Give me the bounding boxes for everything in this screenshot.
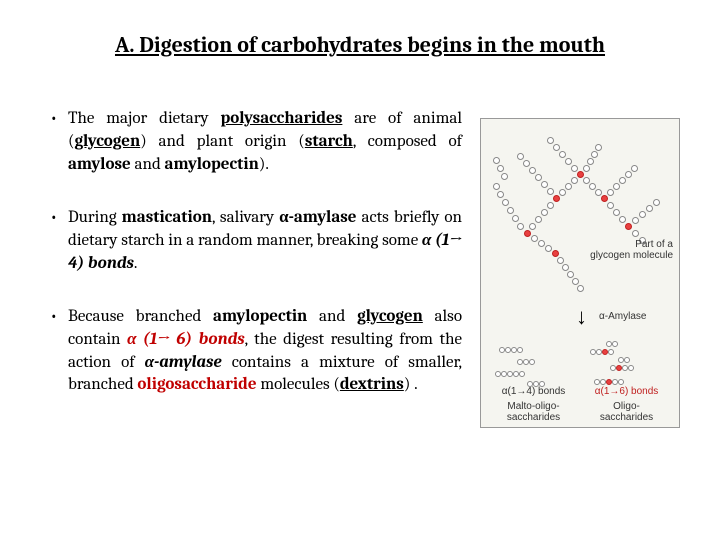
term-glycogen: glycogen [357, 307, 423, 326]
bullet-3-text: Because branched amylopectin and glycoge… [68, 306, 462, 398]
term-polysaccharides: polysaccharides [220, 109, 342, 128]
term-dextrins: dextrins [340, 375, 404, 394]
term-amylopectin: amylopectin [213, 307, 307, 326]
malto-fragments [487, 334, 580, 384]
glycogen-diagram: Part of a glycogen molecule ↓ α-Amylase [480, 118, 680, 428]
term-amylopectin: amylopectin [165, 155, 259, 174]
molecule-label: Part of a glycogen molecule [590, 239, 673, 261]
bullet-3: • Because branched amylopectin and glyco… [50, 306, 462, 398]
content-area: • The major dietary polysaccharides are … [0, 58, 720, 428]
left-panel: α(1→4) bonds Malto-oligo-saccharides [487, 334, 580, 424]
bullet-2: • During mastication, salivary α-amylase… [50, 207, 462, 276]
term-alpha-amylase: α-amylase [279, 208, 356, 227]
molecule-area [487, 125, 673, 300]
oligo-title: Oligo-saccharides [580, 401, 673, 423]
products-region: α(1→4) bonds Malto-oligo-saccharides [487, 334, 673, 424]
malto-title: Malto-oligo-saccharides [487, 401, 580, 423]
oligo-fragments [580, 334, 673, 384]
term-oligosaccharide: oligosaccharide [137, 375, 256, 394]
term-a16: α (1→ 6) bonds [127, 330, 245, 349]
slide-title: A. Digestion of carbohydrates begins in … [0, 0, 720, 58]
bullet-1-text: The major dietary polysaccharides are of… [68, 108, 462, 177]
term-mastication: mastication [122, 208, 212, 227]
term-amylose: amylose [68, 155, 131, 174]
bullet-2-text: During mastication, salivary α-amylase a… [68, 207, 462, 276]
bullet-dot: • [50, 207, 68, 276]
diagram-column: Part of a glycogen molecule ↓ α-Amylase [480, 108, 680, 428]
right-panel: α(1→6) bonds Oligo-saccharides [580, 334, 673, 424]
bullet-1: • The major dietary polysaccharides are … [50, 108, 462, 177]
text-column: • The major dietary polysaccharides are … [50, 108, 480, 428]
arrow-down-icon: ↓ [576, 304, 587, 330]
term-alpha-amylase: α-amylase [145, 353, 222, 372]
term-starch: starch [305, 132, 353, 151]
term-glycogen: glycogen [75, 132, 141, 151]
bullet-dot: • [50, 108, 68, 177]
amylase-label: α-Amylase [599, 311, 646, 322]
bullet-dot: • [50, 306, 68, 398]
